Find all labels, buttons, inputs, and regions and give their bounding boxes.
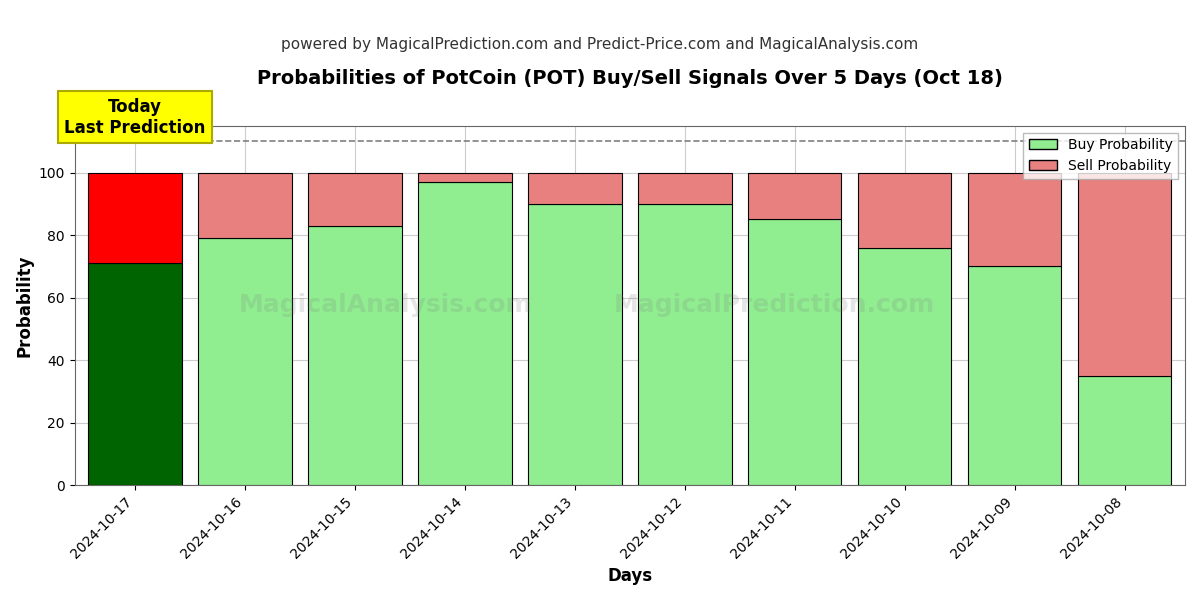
Bar <box>968 173 1061 266</box>
Text: Today
Last Prediction: Today Last Prediction <box>65 98 206 137</box>
Bar <box>198 173 292 238</box>
Text: MagicalPrediction.com: MagicalPrediction.com <box>613 293 935 317</box>
Bar <box>198 238 292 485</box>
Bar <box>419 173 511 182</box>
Bar <box>89 263 182 485</box>
Bar <box>308 226 402 485</box>
Y-axis label: Probability: Probability <box>16 254 34 356</box>
Bar <box>858 248 952 485</box>
Bar <box>89 173 182 263</box>
Text: powered by MagicalPrediction.com and Predict-Price.com and MagicalAnalysis.com: powered by MagicalPrediction.com and Pre… <box>281 37 919 52</box>
Bar <box>858 173 952 248</box>
Bar <box>748 173 841 220</box>
Bar <box>638 173 732 204</box>
Bar <box>528 204 622 485</box>
Bar <box>528 173 622 204</box>
Bar <box>968 266 1061 485</box>
X-axis label: Days: Days <box>607 567 653 585</box>
Bar <box>419 182 511 485</box>
Legend: Buy Probability, Sell Probability: Buy Probability, Sell Probability <box>1024 133 1178 179</box>
Bar <box>308 173 402 226</box>
Title: Probabilities of PotCoin (POT) Buy/Sell Signals Over 5 Days (Oct 18): Probabilities of PotCoin (POT) Buy/Sell … <box>257 69 1003 88</box>
Bar <box>748 220 841 485</box>
Bar <box>1078 173 1171 376</box>
Bar <box>638 204 732 485</box>
Bar <box>1078 376 1171 485</box>
Text: MagicalAnalysis.com: MagicalAnalysis.com <box>239 293 533 317</box>
